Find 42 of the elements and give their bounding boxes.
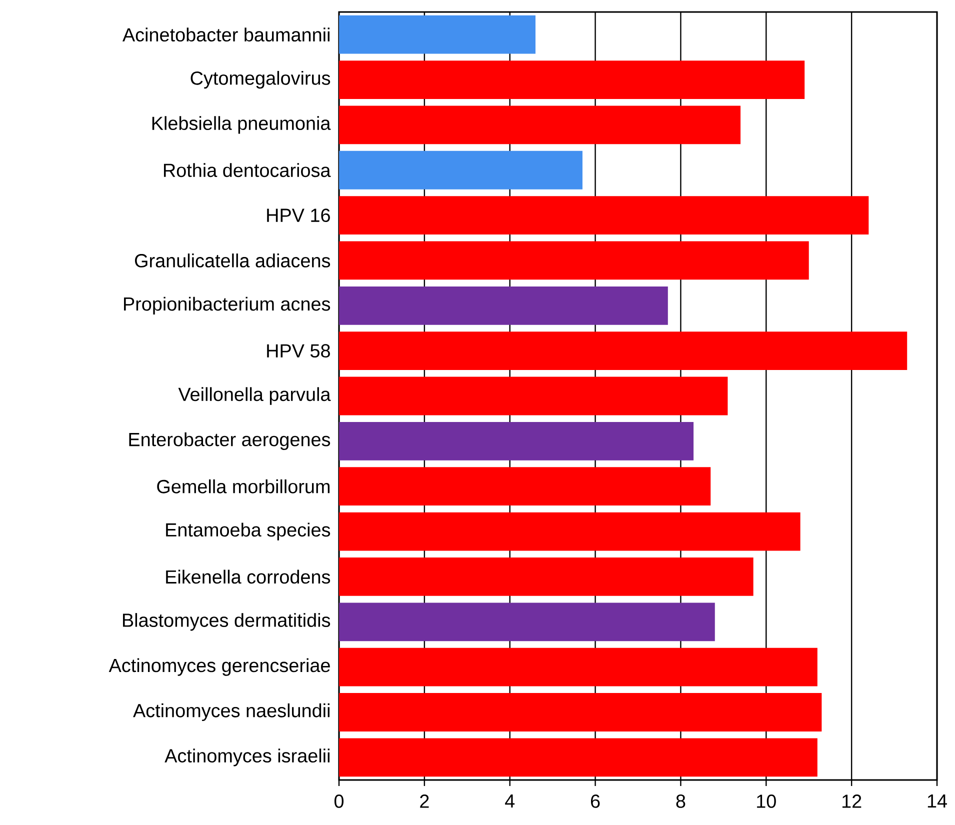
bar: [339, 422, 694, 460]
bar: [339, 648, 818, 686]
x-tick-label: 6: [590, 794, 600, 808]
bar: [339, 15, 536, 54]
x-tick-label: 14: [928, 794, 947, 808]
y-tick-label: HPV 58: [267, 344, 330, 358]
bar: [339, 241, 809, 280]
bar: [339, 60, 805, 99]
y-tick-label: Enterobacter aerogenes: [129, 432, 330, 450]
bar: [339, 196, 869, 234]
bar: [339, 558, 754, 596]
y-tick-label: Klebsiella pneumonia: [152, 116, 331, 134]
bar: [339, 467, 711, 506]
bar: [339, 286, 668, 325]
bar: [339, 693, 822, 732]
y-tick-label: Rothia dentocariosa: [164, 163, 331, 178]
x-tick-label: 10: [757, 794, 776, 808]
y-tick-label: Gemella morbillorum: [157, 479, 330, 494]
x-tick-label: 8: [676, 794, 686, 808]
y-tick-label: Actinomyces israelii: [164, 748, 330, 766]
y-tick-label: Acinetobacter baumannii: [122, 28, 330, 42]
x-tick-label: 12: [842, 794, 862, 808]
y-tick-label: Cytomegalovirus: [190, 70, 330, 89]
bar: [339, 376, 728, 416]
bar: [339, 602, 715, 642]
bar: [339, 106, 741, 144]
x-tick-label: 0: [334, 794, 344, 808]
bar: [339, 150, 582, 190]
y-tick-label: Actinomyces naeslundii: [133, 703, 330, 722]
y-tick-label: Blastomyces dermatitidis: [123, 613, 330, 631]
y-tick-label: Actinomyces gerencseriae: [108, 658, 330, 676]
y-tick-label: HPV 16: [267, 208, 330, 222]
y-tick-label: Entamoeba species: [166, 522, 330, 540]
y-tick-label: Eikenella corrodens: [166, 570, 330, 584]
bar: [339, 512, 800, 551]
bar: [339, 738, 818, 777]
y-tick-label: Propionibacterium acnes: [124, 296, 330, 314]
bar: [339, 332, 908, 370]
y-tick-label: Veillonella parvula: [178, 387, 331, 405]
y-tick-label: Granulicatella adiacens: [134, 254, 330, 268]
x-tick-label: 2: [420, 794, 429, 808]
x-tick-label: 4: [505, 794, 515, 808]
